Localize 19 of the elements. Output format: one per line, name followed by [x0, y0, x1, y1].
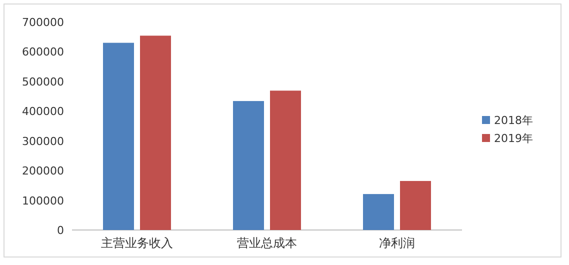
y-tick-label: 100000 — [22, 194, 64, 208]
x-tick-label: 主营业务收入 — [101, 236, 173, 250]
bar — [400, 180, 431, 230]
x-tick-label: 营业总成本 — [237, 236, 297, 250]
y-tick-label: 500000 — [22, 75, 64, 88]
bar — [103, 42, 134, 230]
y-tick-label: 0 — [57, 224, 64, 237]
y-tick-label: 700000 — [22, 16, 64, 29]
bar — [140, 36, 171, 230]
bar — [363, 194, 394, 230]
y-tick-label: 200000 — [22, 164, 64, 178]
bar — [270, 90, 301, 230]
x-tick-label: 净利润 — [379, 236, 415, 250]
y-tick-label: 300000 — [22, 134, 64, 148]
legend-label: 2018年 — [494, 114, 533, 127]
y-tick-label: 400000 — [22, 105, 64, 118]
bar — [233, 101, 264, 230]
legend-label: 2019年 — [494, 132, 533, 145]
y-tick-label: 600000 — [22, 46, 64, 59]
